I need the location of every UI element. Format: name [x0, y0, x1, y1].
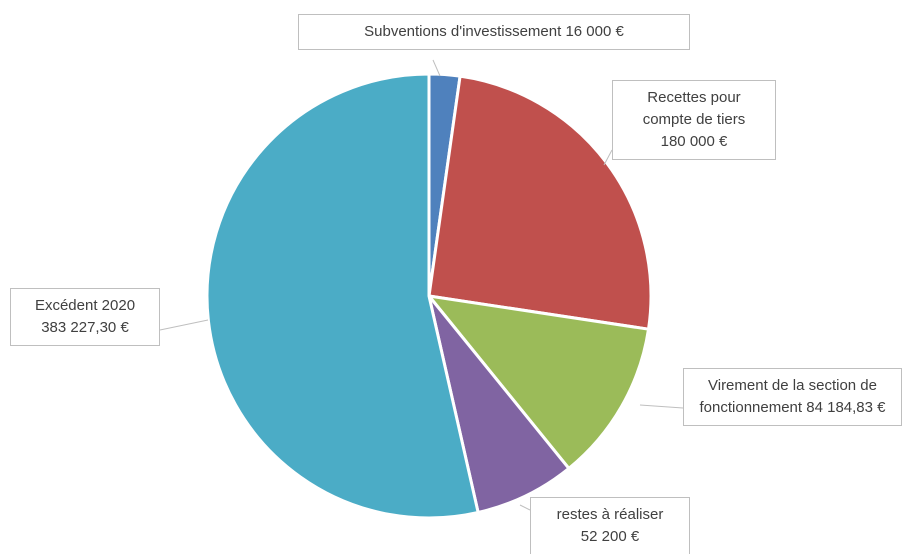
- data-label: Excédent 2020 383 227,30 €: [10, 288, 160, 346]
- leader-line: [519, 504, 531, 511]
- value-label: 84 184,83 €: [806, 399, 886, 416]
- data-label: restes à réaliser 52 200 €: [530, 497, 690, 554]
- pie-slice: [427, 74, 653, 331]
- leader-line: [432, 59, 441, 77]
- pie-slice: [205, 72, 480, 520]
- pie-slice: [425, 293, 651, 471]
- category-label: Virement de la section de fonctionnement: [699, 377, 878, 416]
- leader-line: [159, 319, 209, 331]
- value-label: 383 227,30 €: [41, 319, 129, 336]
- data-label: Virement de la section de fonctionnement…: [683, 368, 902, 426]
- data-label: Recettes pour compte de tiers 180 000 €: [612, 80, 776, 160]
- value-label: 52 200 €: [580, 528, 640, 545]
- category-label: Excédent 2020: [34, 297, 136, 314]
- leader-line: [603, 149, 613, 166]
- pie-slice: [427, 295, 571, 515]
- category-label: Recettes pour compte de tiers: [642, 89, 746, 128]
- category-label: restes à réaliser: [556, 506, 664, 523]
- value-label: 180 000 €: [660, 133, 728, 150]
- value-label: 16 000 €: [565, 23, 624, 40]
- category-label: Subventions d'investissement: [364, 23, 562, 40]
- data-label: Subventions d'investissement 16 000 €: [298, 14, 690, 50]
- leader-line: [639, 404, 684, 409]
